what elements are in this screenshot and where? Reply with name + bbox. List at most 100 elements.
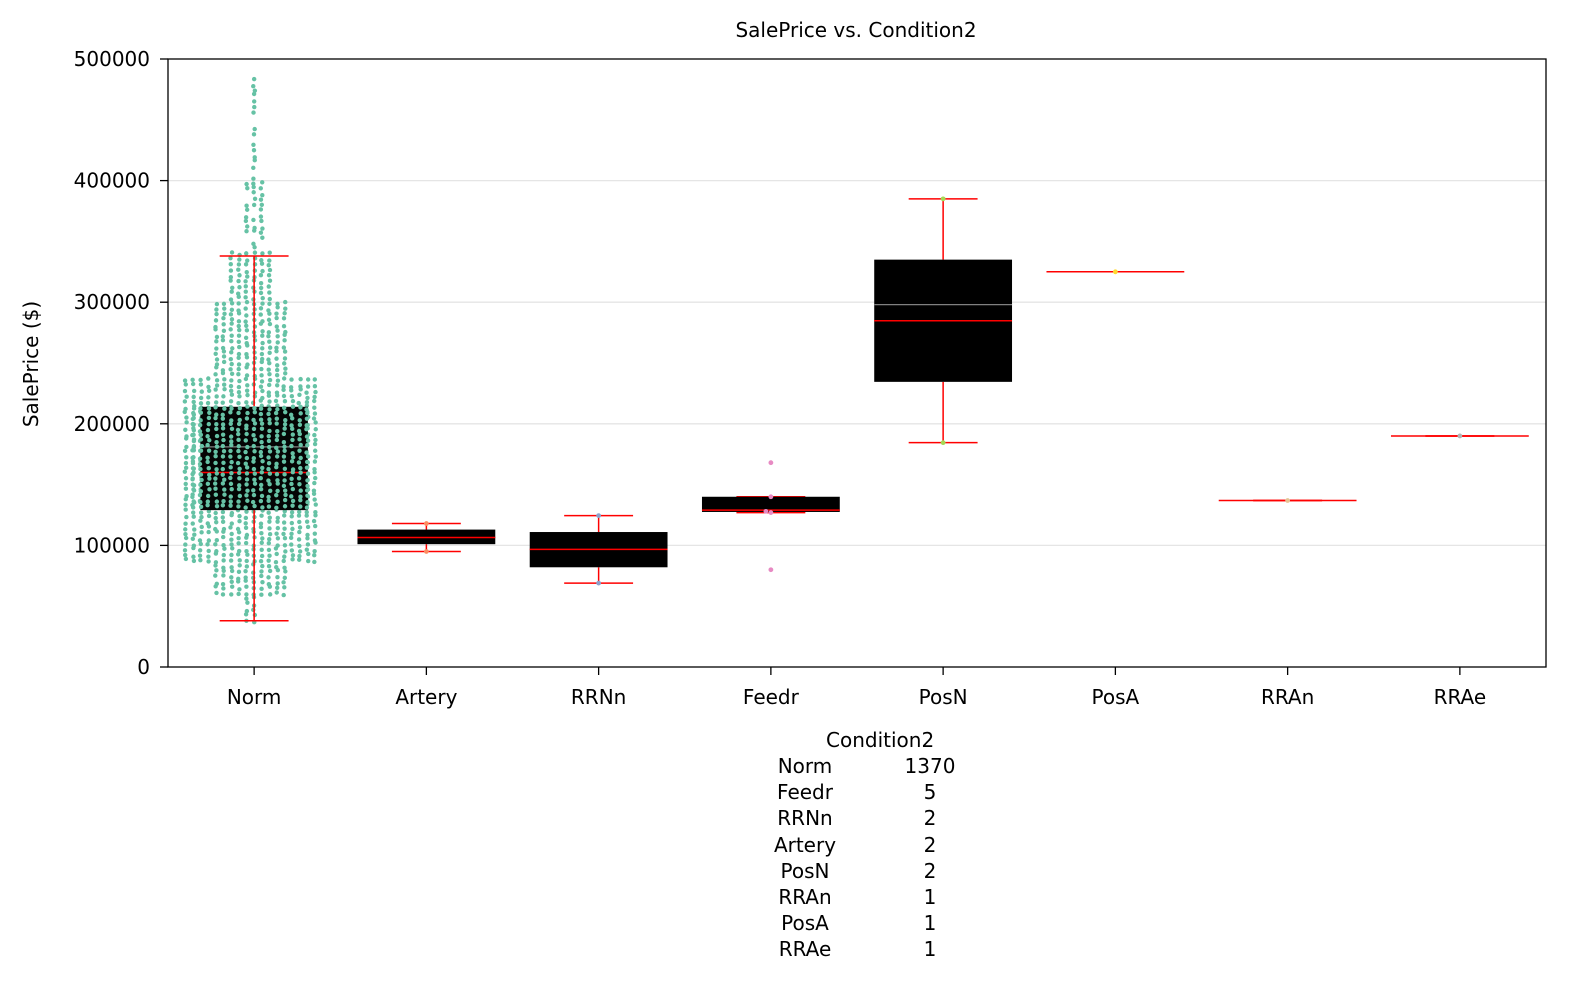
count-value: 1	[923, 937, 937, 962]
swarm-point	[267, 420, 272, 426]
swarm-point	[191, 428, 197, 433]
swarm-point	[198, 504, 204, 509]
swarm-point	[266, 438, 272, 444]
swarm-point	[229, 307, 235, 312]
swarm-point	[281, 592, 286, 598]
swarm-point	[213, 486, 218, 491]
swarm-point	[243, 521, 248, 526]
swarm-point	[267, 267, 273, 273]
count-row: RRAe 1	[740, 937, 960, 963]
swarm-point	[266, 317, 272, 323]
swarm-point	[243, 578, 248, 583]
swarm-point	[266, 262, 271, 268]
swarm-point	[289, 481, 294, 487]
swarm-point	[236, 444, 241, 449]
swarm-point	[312, 559, 317, 565]
swarm-point	[214, 499, 220, 504]
swarm-point	[191, 558, 197, 564]
swarm-point	[305, 377, 311, 382]
swarm-point	[275, 403, 280, 408]
swarm-point	[312, 405, 317, 410]
swarm-point	[214, 520, 219, 525]
swarm-point	[311, 416, 317, 421]
count-value: 2	[923, 832, 937, 857]
swarm-point	[183, 527, 188, 532]
swarm-point	[220, 519, 226, 525]
swarm-point	[206, 406, 212, 411]
swarm-point	[220, 509, 226, 515]
data-point-feedr	[768, 567, 774, 573]
swarm-point	[244, 455, 250, 461]
swarm-point	[191, 554, 196, 559]
swarm-point	[281, 558, 286, 564]
swarm-point	[296, 400, 301, 406]
swarm-point	[312, 394, 317, 400]
swarm-point	[243, 262, 249, 267]
swarm-point	[220, 454, 226, 459]
swarm-point	[206, 384, 211, 390]
swarm-point	[252, 612, 258, 618]
swarm-point	[251, 184, 256, 190]
swarm-point	[245, 488, 250, 493]
swarm-point	[290, 467, 296, 472]
swarm-point	[244, 251, 249, 256]
swarm-point	[304, 519, 310, 524]
swarm-point	[252, 421, 258, 426]
swarm-point	[275, 301, 280, 306]
swarm-point	[244, 471, 250, 476]
swarm-point	[304, 459, 310, 465]
swarm-point	[305, 384, 311, 389]
swarm-point	[267, 536, 272, 542]
swarm-point	[312, 459, 318, 464]
swarm-point	[222, 477, 227, 482]
swarm-point	[275, 478, 280, 483]
swarm-point	[259, 366, 264, 372]
swarm-point	[266, 444, 272, 450]
swarm-point	[220, 412, 225, 418]
swarm-point	[198, 406, 203, 411]
x-tick-label: Feedr	[743, 685, 800, 709]
swarm-point	[297, 448, 302, 453]
swarm-point	[252, 471, 258, 476]
swarm-point	[220, 592, 226, 597]
swarm-point	[214, 426, 219, 432]
swarm-point	[267, 526, 272, 531]
swarm-point	[312, 480, 317, 486]
swarm-point	[298, 488, 303, 493]
swarm-point	[213, 415, 218, 421]
swarm-point	[266, 367, 271, 372]
swarm-point	[198, 466, 203, 472]
swarm-point	[266, 330, 272, 335]
data-point-artery	[423, 521, 429, 526]
x-tick-label: RRAe	[1434, 685, 1487, 709]
swarm-point	[281, 316, 287, 321]
swarm-point	[282, 472, 287, 477]
swarm-point	[275, 499, 280, 504]
swarm-point	[282, 422, 288, 427]
swarm-point	[214, 311, 219, 317]
swarm-point	[191, 510, 196, 515]
swarm-point	[304, 400, 310, 405]
swarm-point	[251, 190, 256, 195]
swarm-point	[290, 432, 296, 437]
swarm-point	[237, 476, 242, 481]
swarm-point	[281, 393, 287, 399]
swarm-point	[275, 328, 280, 333]
swarm-point	[183, 481, 188, 487]
swarm-point	[244, 477, 250, 482]
swarm-point	[266, 478, 271, 483]
swarm-point	[290, 451, 295, 456]
swarm-point	[237, 587, 242, 592]
swarm-point	[182, 469, 188, 474]
swarm-point	[229, 459, 234, 465]
count-value: 1	[923, 885, 937, 909]
swarm-point	[237, 417, 242, 423]
swarm-point	[274, 471, 280, 477]
swarm-point	[213, 542, 218, 547]
swarm-point	[236, 499, 241, 504]
swarm-point	[297, 418, 302, 423]
swarm-point	[214, 378, 220, 383]
swarm-point	[191, 399, 196, 405]
swarm-point	[237, 466, 242, 472]
swarm-point	[266, 504, 272, 509]
